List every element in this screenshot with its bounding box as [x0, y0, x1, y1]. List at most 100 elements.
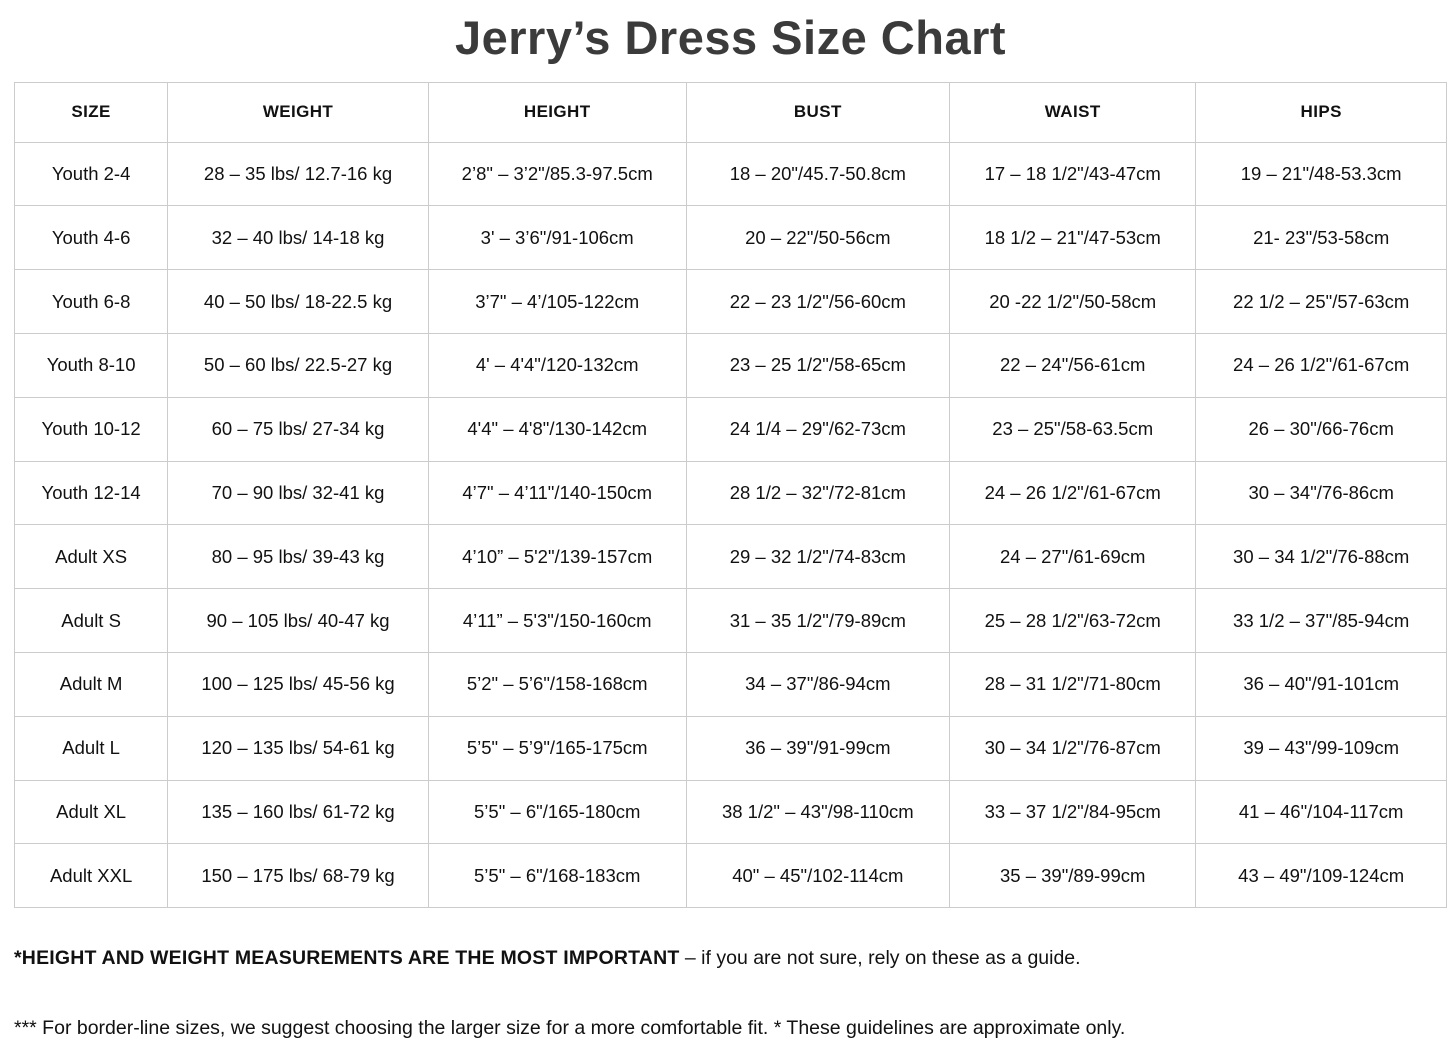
column-header-size: SIZE: [13, 81, 169, 143]
table-cell: Adult XXL: [13, 843, 169, 909]
table-cell: Adult XS: [13, 524, 169, 590]
table-cell: 30 – 34 1/2"/76-87cm: [949, 715, 1197, 781]
table-row: Adult M 100 – 125 lbs/ 45-56 kg 5’2" – 5’6…: [13, 652, 1447, 717]
table-cell: Adult S: [13, 588, 169, 654]
table-cell: 18 – 20"/45.7-50.8cm: [685, 141, 951, 207]
table-cell: 39 – 43"/99-109cm: [1195, 715, 1447, 781]
table-cell: 4’11” – 5'3"/150-160cm: [427, 588, 687, 654]
table-cell: 23 – 25"/58-63.5cm: [949, 396, 1197, 462]
column-header-waist: WAIST: [949, 81, 1197, 143]
table-cell: 33 – 37 1/2"/84-95cm: [949, 779, 1197, 845]
table-cell: Youth 2-4: [13, 141, 169, 207]
table-cell: 43 – 49"/109-124cm: [1195, 843, 1447, 909]
table-row: Adult XS 80 – 95 lbs/ 39-43 kg 4’10” – 5'2…: [13, 524, 1447, 590]
table-row: Youth 4-6 32 – 40 lbs/ 14-18 kg 3' – 3’6"/…: [13, 205, 1447, 271]
table-cell: 5’5" – 6"/165-180cm: [427, 779, 687, 845]
table-cell: 19 – 21"/48-53.3cm: [1195, 141, 1447, 207]
table-cell: 2’8" – 3’2"/85.3-97.5cm: [427, 141, 687, 207]
table-cell: 40 – 50 lbs/ 18-22.5 kg: [167, 269, 429, 335]
size-chart-table: SIZE WEIGHT HEIGHT BUST WAIST HIPS Youth 2-4 2…: [13, 81, 1447, 909]
column-header-bust: BUST: [685, 81, 951, 143]
table-cell: 60 – 75 lbs/ 27-34 kg: [167, 396, 429, 462]
note-height-weight-rest: – if you are not sure, rely on these as …: [679, 947, 1081, 970]
table-cell: 24 1/4 – 29"/62-73cm: [685, 396, 951, 462]
table-row: Youth 8-10 50 – 60 lbs/ 22.5-27 kg 4' – 4'…: [13, 333, 1447, 398]
table-cell: Adult L: [13, 715, 169, 781]
table-cell: 120 – 135 lbs/ 54-61 kg: [167, 715, 429, 781]
table-cell: 4’10” – 5'2"/139-157cm: [427, 524, 687, 590]
table-cell: 35 – 39"/89-99cm: [949, 843, 1197, 909]
note-borderline: *** For border-line sizes, we suggest ch…: [14, 1016, 1126, 1039]
table-cell: 29 – 32 1/2"/74-83cm: [685, 524, 951, 590]
table-cell: 22 – 24"/56-61cm: [949, 333, 1197, 398]
table-cell: 22 1/2 – 25"/57-63cm: [1195, 269, 1447, 335]
table-cell: 50 – 60 lbs/ 22.5-27 kg: [167, 333, 429, 398]
table-row: Youth 6-8 40 – 50 lbs/ 18-22.5 kg 3’7" – 4…: [13, 269, 1447, 335]
table-cell: Youth 6-8: [13, 269, 169, 335]
table-cell: 90 – 105 lbs/ 40-47 kg: [167, 588, 429, 654]
table-cell: 30 – 34"/76-86cm: [1195, 460, 1447, 526]
table-cell: 3' – 3’6"/91-106cm: [427, 205, 687, 271]
table-cell: 135 – 160 lbs/ 61-72 kg: [167, 779, 429, 845]
table-cell: Youth 12-14: [13, 460, 169, 526]
table-cell: 100 – 125 lbs/ 45-56 kg: [167, 652, 429, 717]
table-cell: 25 – 28 1/2"/63-72cm: [949, 588, 1197, 654]
table-cell: 32 – 40 lbs/ 14-18 kg: [167, 205, 429, 271]
table-cell: 28 – 35 lbs/ 12.7-16 kg: [167, 141, 429, 207]
table-cell: 70 – 90 lbs/ 32-41 kg: [167, 460, 429, 526]
table-cell: 150 – 175 lbs/ 68-79 kg: [167, 843, 429, 909]
table-cell: 17 – 18 1/2"/43-47cm: [949, 141, 1197, 207]
size-chart-header: SIZE WEIGHT HEIGHT BUST WAIST HIPS: [13, 81, 1447, 143]
table-cell: 26 – 30"/66-76cm: [1195, 396, 1447, 462]
table-cell: 4'4" – 4'8"/130-142cm: [427, 396, 687, 462]
table-cell: 80 – 95 lbs/ 39-43 kg: [167, 524, 429, 590]
table-cell: 5’5" – 6"/168-183cm: [427, 843, 687, 909]
table-cell: 40" – 45"/102-114cm: [685, 843, 951, 909]
table-cell: 5’5" – 5’9"/165-175cm: [427, 715, 687, 781]
table-cell: 21- 23"/53-58cm: [1195, 205, 1447, 271]
table-cell: 20 – 22"/50-56cm: [685, 205, 951, 271]
table-cell: 41 – 46"/104-117cm: [1195, 779, 1447, 845]
note-height-weight-bold: *HEIGHT AND WEIGHT MEASUREMENTS ARE THE …: [14, 947, 680, 970]
table-cell: 22 – 23 1/2"/56-60cm: [685, 269, 951, 335]
table-row: Youth 12-14 70 – 90 lbs/ 32-41 kg 4’7" – 4…: [13, 460, 1447, 526]
table-cell: 4' – 4'4"/120-132cm: [427, 333, 687, 398]
table-cell: Youth 4-6: [13, 205, 169, 271]
table-cell: 24 – 27"/61-69cm: [949, 524, 1197, 590]
table-cell: 23 – 25 1/2"/58-65cm: [685, 333, 951, 398]
table-cell: 33 1/2 – 37"/85-94cm: [1195, 588, 1447, 654]
table-cell: 5’2" – 5’6"/158-168cm: [427, 652, 687, 717]
table-cell: 30 – 34 1/2"/76-88cm: [1195, 524, 1447, 590]
table-row: Adult L 120 – 135 lbs/ 54-61 kg 5’5" – 5’9…: [13, 715, 1447, 781]
page-title: Jerry’s Dress Size Chart: [454, 11, 1007, 64]
column-header-weight: WEIGHT: [167, 81, 429, 143]
table-row: Adult S 90 – 105 lbs/ 40-47 kg 4’11” – 5'3…: [13, 588, 1447, 654]
table-cell: 38 1/2" – 43"/98-110cm: [685, 779, 951, 845]
column-header-hips: HIPS: [1195, 81, 1447, 143]
table-row: Youth 2-4 28 – 35 lbs/ 12.7-16 kg 2’8" – 3…: [13, 141, 1447, 207]
table-row: Adult XL 135 – 160 lbs/ 61-72 kg 5’5" – 6"…: [13, 779, 1447, 845]
table-cell: 24 – 26 1/2"/61-67cm: [1195, 333, 1447, 398]
table-cell: 31 – 35 1/2"/79-89cm: [685, 588, 951, 654]
header-row: SIZE WEIGHT HEIGHT BUST WAIST HIPS: [13, 81, 1447, 143]
table-cell: 34 – 37"/86-94cm: [685, 652, 951, 717]
table-cell: 18 1/2 – 21"/47-53cm: [949, 205, 1197, 271]
table-cell: 28 1/2 – 32"/72-81cm: [685, 460, 951, 526]
table-cell: Adult M: [13, 652, 169, 717]
table-cell: Youth 8-10: [13, 333, 169, 398]
table-cell: Adult XL: [13, 779, 169, 845]
table-cell: 36 – 39"/91-99cm: [685, 715, 951, 781]
table-cell: Youth 10-12: [13, 396, 169, 462]
table-row: Youth 10-12 60 – 75 lbs/ 27-34 kg 4'4" – 4…: [13, 396, 1447, 462]
table-cell: 36 – 40"/91-101cm: [1195, 652, 1447, 717]
table-cell: 20 -22 1/2"/50-58cm: [949, 269, 1197, 335]
table-cell: 4’7" – 4’11"/140-150cm: [427, 460, 687, 526]
column-header-height: HEIGHT: [427, 81, 687, 143]
table-row: Adult XXL 150 – 175 lbs/ 68-79 kg 5’5" – 6…: [13, 843, 1447, 909]
table-cell: 28 – 31 1/2"/71-80cm: [949, 652, 1197, 717]
table-cell: 3’7" – 4’/105-122cm: [427, 269, 687, 335]
size-table-body: Youth 2-4 28 – 35 lbs/ 12.7-16 kg 2’8" – 3…: [13, 141, 1447, 909]
note-height-weight: *HEIGHT AND WEIGHT MEASUREMENTS ARE THE …: [14, 947, 1447, 970]
table-cell: 24 – 26 1/2"/61-67cm: [949, 460, 1197, 526]
